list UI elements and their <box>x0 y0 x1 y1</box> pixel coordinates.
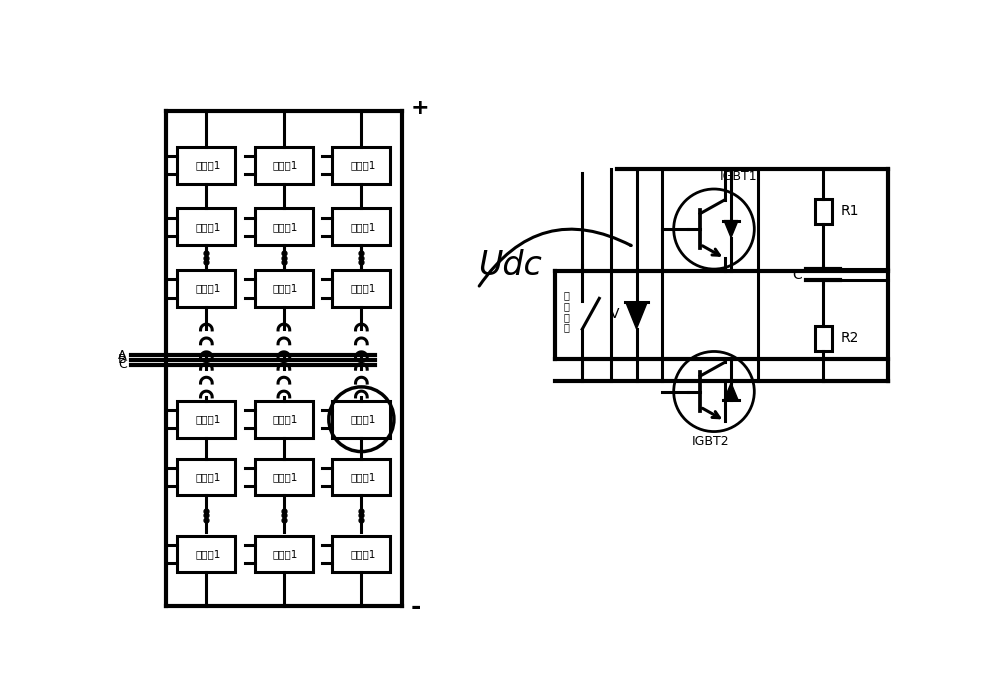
Polygon shape <box>724 383 738 400</box>
Text: IGBT1: IGBT1 <box>720 171 758 183</box>
Text: 子模块1: 子模块1 <box>350 283 376 293</box>
Text: 子模块1: 子模块1 <box>350 549 376 559</box>
Text: 子模块1: 子模块1 <box>350 222 376 232</box>
Text: IGBT2: IGBT2 <box>691 435 729 448</box>
Text: C: C <box>118 358 127 371</box>
Polygon shape <box>626 302 647 329</box>
Bar <box>332 270 390 307</box>
Text: 子模块1: 子模块1 <box>350 414 376 425</box>
Bar <box>177 401 235 438</box>
Text: 子模块1: 子模块1 <box>350 160 376 170</box>
Text: A: A <box>118 349 127 362</box>
Text: 子模块1: 子模块1 <box>273 283 298 293</box>
Bar <box>255 535 313 573</box>
Bar <box>332 208 390 245</box>
Text: V: V <box>610 307 619 321</box>
Text: 子模块1: 子模块1 <box>273 222 298 232</box>
Bar <box>332 535 390 573</box>
Text: B: B <box>118 354 127 367</box>
Text: R1: R1 <box>840 205 859 219</box>
Text: 子模块1: 子模块1 <box>195 414 221 425</box>
Text: 子模块1: 子模块1 <box>273 549 298 559</box>
Bar <box>332 459 390 496</box>
Text: 子模块1: 子模块1 <box>273 414 298 425</box>
Text: 子模块1: 子模块1 <box>195 160 221 170</box>
Bar <box>177 270 235 307</box>
Text: +: + <box>411 98 430 118</box>
Bar <box>255 208 313 245</box>
Text: 子模块1: 子模块1 <box>350 472 376 482</box>
Bar <box>177 147 235 184</box>
Text: 子模块1: 子模块1 <box>195 472 221 482</box>
Bar <box>332 401 390 438</box>
Bar <box>177 208 235 245</box>
Bar <box>815 199 832 223</box>
Bar <box>255 401 313 438</box>
Text: 子模块1: 子模块1 <box>195 283 221 293</box>
Text: 子模块1: 子模块1 <box>195 549 221 559</box>
Text: 子模块1: 子模块1 <box>273 472 298 482</box>
Text: R2: R2 <box>840 331 859 345</box>
Bar <box>177 535 235 573</box>
Text: 子模块1: 子模块1 <box>273 160 298 170</box>
Bar <box>332 147 390 184</box>
Polygon shape <box>724 221 738 237</box>
Text: 子模块1: 子模块1 <box>195 222 221 232</box>
Bar <box>255 147 313 184</box>
Bar <box>255 270 313 307</box>
Text: Udc: Udc <box>478 248 542 282</box>
Text: C: C <box>792 268 802 282</box>
Text: -: - <box>411 595 421 619</box>
Bar <box>177 459 235 496</box>
Bar <box>815 326 832 351</box>
Text: 真
空
开
关: 真 空 开 关 <box>563 290 569 333</box>
FancyArrowPatch shape <box>479 229 631 286</box>
Bar <box>255 459 313 496</box>
